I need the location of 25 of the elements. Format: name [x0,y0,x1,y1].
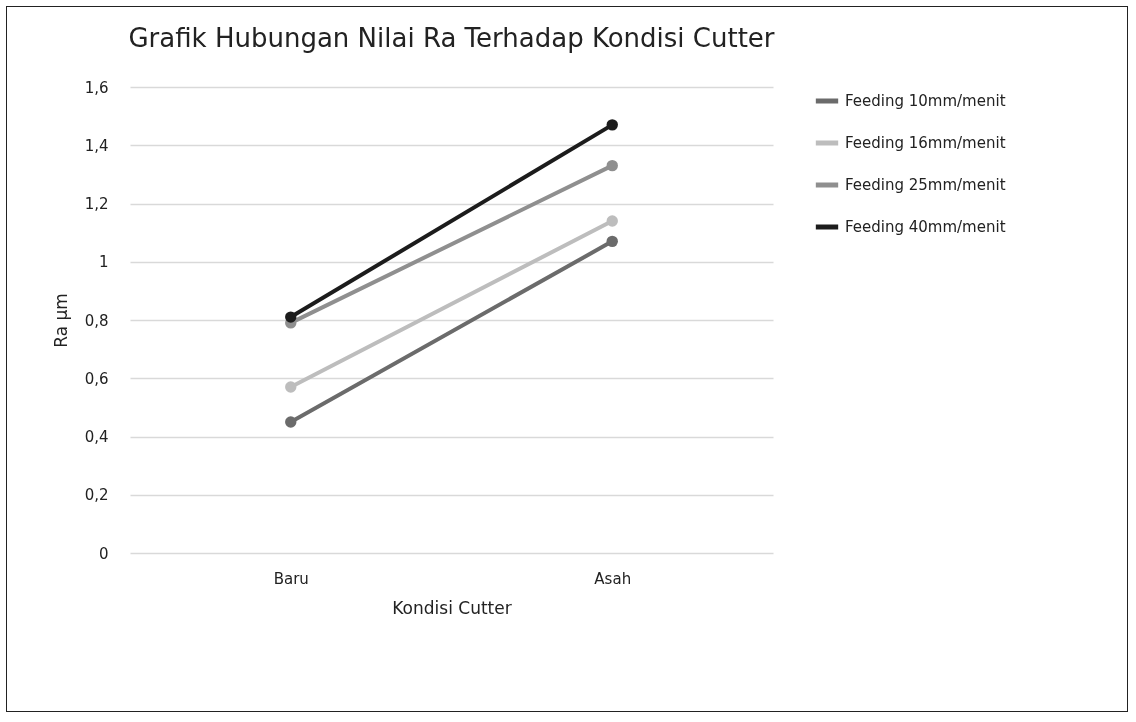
y-tick-label: 1,4 [84,136,109,155]
point [606,235,618,248]
y-tick-label: 0 [98,544,109,563]
y-tick-label: 0,4 [84,428,109,446]
point [285,416,297,428]
point [606,215,618,227]
chart-title: Grafik Hubungan Nilai Ra Terhadap Kondisi Cutter [128,23,775,53]
y-tick-label: 0,8 [84,311,109,330]
point [606,159,618,172]
point [285,381,297,393]
point [285,311,297,323]
x-tick-label: Asah [594,569,632,588]
y-tick-label: 1,6 [84,78,109,97]
y-tick-label: 1,2 [84,195,109,213]
legend-label: Feeding 40mm/menit [845,218,1006,236]
x-tick-label: Baru [273,569,309,588]
point [606,119,618,131]
legend-label: Feeding 16mm/menit [845,134,1006,152]
y-axis-title: Ra µm [50,293,71,348]
y-tick-label: 0,6 [84,369,109,388]
x-axis-title: Kondisi Cutter [392,597,512,618]
y-tick-label: 1 [98,253,109,272]
legend-label: Feeding 25mm/menit [845,176,1006,194]
y-tick-label: 0,2 [84,486,109,505]
legend-label: Feeding 10mm/menit [845,92,1006,110]
